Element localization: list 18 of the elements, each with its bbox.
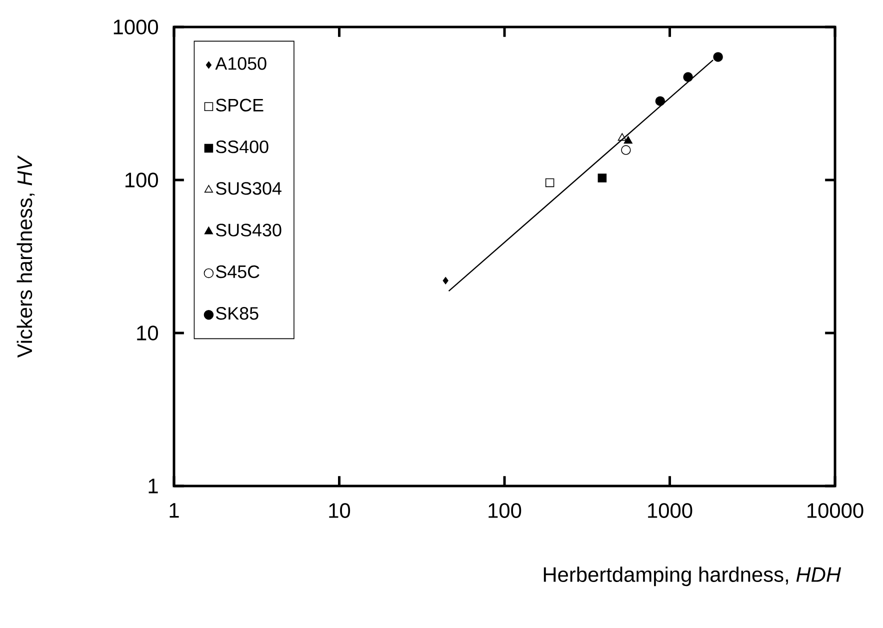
legend-label: SUS304 xyxy=(216,182,282,195)
y-axis-title: Vickers hardness, HV xyxy=(16,155,35,358)
legend-label: SUS430 xyxy=(216,224,282,236)
y-tick-label: 1000 xyxy=(114,20,158,34)
y-tick-label: 100 xyxy=(126,172,158,188)
x-tick-label: 10 xyxy=(329,503,350,518)
legend-label: S45C xyxy=(216,265,260,278)
legend-label: A1050 xyxy=(215,57,266,70)
x-tick-label: 10000 xyxy=(808,503,864,518)
legend-label: SS400 xyxy=(216,140,268,154)
x-tick-label: 1 xyxy=(170,503,179,518)
y-tick-label: 1 xyxy=(148,478,158,494)
x-tick-label: 100 xyxy=(488,503,522,518)
legend-label: SPCE xyxy=(216,98,264,112)
x-axis-title: Herbertdamping hardness, HDH xyxy=(544,566,842,586)
y-tick-label: 10 xyxy=(137,326,158,340)
legend-label: SK85 xyxy=(216,307,258,320)
x-tick-label: 1000 xyxy=(648,503,692,518)
